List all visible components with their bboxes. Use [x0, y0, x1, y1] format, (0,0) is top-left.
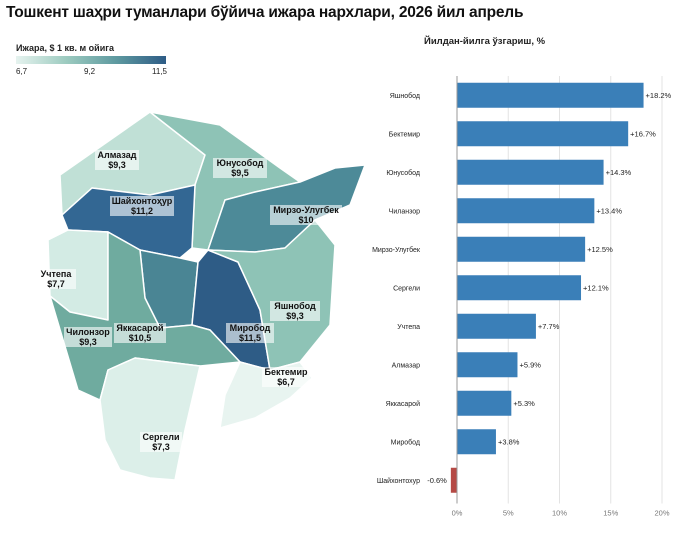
bar [457, 313, 536, 339]
x-tick-label: 15% [603, 509, 618, 518]
map-legend-gradient [16, 56, 166, 64]
label-bg-mirobod [226, 323, 274, 343]
bar [457, 352, 518, 378]
map-legend-min: 6,7 [16, 67, 28, 76]
bar [457, 82, 644, 108]
value-label: +7.7% [538, 322, 560, 331]
district-label-name: Чилонзор [66, 327, 110, 337]
district-yashnobod[interactable] [207, 219, 336, 371]
district-map: Алмазад $9,3 Юнусобод $9,5 Шайхонтоҳур $… [36, 111, 366, 481]
label-bg-shaykhontokhur [110, 196, 174, 216]
value-label: -0.6% [427, 476, 447, 485]
district-label-value: $7,7 [47, 279, 65, 289]
x-tick-label: 20% [654, 509, 669, 518]
district-label-name: Миробод [230, 323, 271, 333]
map-labels: Алмазад $9,3 Юнусобод $9,5 Шайхонтоҳур $… [36, 150, 342, 452]
bar [457, 429, 496, 455]
district-label-name: Яшнобод [274, 301, 316, 311]
value-label: +18.2% [646, 91, 672, 100]
value-label: +5.3% [513, 399, 535, 408]
map-legend-title: Ижара, $ 1 кв. м ойига [16, 43, 114, 53]
district-label-value: $11,5 [239, 333, 261, 343]
label-bg-almazar [95, 150, 139, 170]
district-label-name: Бектемир [265, 367, 308, 377]
label-bg-yunusobod [213, 158, 267, 178]
map-legend-max: 11,5 [152, 67, 167, 76]
bar [457, 236, 586, 262]
district-label-value: $6,7 [277, 377, 295, 387]
label-bg-bektemir [262, 367, 310, 387]
value-label: +16.7% [630, 129, 656, 138]
category-label: Яшнобод [390, 92, 420, 100]
value-label: +12.5% [587, 245, 613, 254]
x-tick-label: 5% [503, 509, 514, 518]
change-bar-chart: 0% 5% 10% 15% 20% Яшнобод +18.2% Бектемир +16.7%… [372, 76, 672, 518]
bar [457, 121, 629, 147]
category-label: Мирзо-Улугбек [372, 246, 421, 254]
district-label-name: Мирзо-Улугбек [273, 205, 339, 215]
bar [457, 198, 595, 224]
category-label: Сергели [393, 285, 420, 292]
chart-title: Йилдан-йилга ўзгариш, % [424, 36, 546, 47]
x-tick-label: 0% [452, 509, 463, 518]
bar [457, 275, 582, 301]
category-label: Бектемир [389, 131, 420, 138]
map-legend-mid: 9,2 [84, 67, 96, 76]
label-bg-sergeli [140, 432, 182, 452]
district-label-name: Алмазад [98, 150, 137, 160]
district-label-value: $10,5 [129, 333, 152, 343]
district-label-name: Шайхонтоҳур [112, 196, 173, 206]
district-sergeli[interactable] [99, 357, 201, 481]
district-label-name: Учтепа [41, 269, 73, 279]
district-label-name: Юнусобод [217, 158, 264, 168]
label-bg-yashnobod [270, 301, 320, 321]
district-label-value: $10 [298, 215, 313, 225]
page-title: Тошкент шаҳри туманлари бўйича ижара нар… [6, 4, 524, 21]
label-bg-chilonzor [64, 327, 112, 347]
category-label: Чиланзор [389, 208, 420, 215]
district-label-value: $7,3 [152, 442, 170, 452]
value-label: +5.9% [519, 360, 541, 369]
category-label: Миробод [391, 438, 420, 446]
category-label: Яккасарой [386, 400, 420, 408]
label-bg-yakkasaray [114, 323, 166, 343]
value-label: +14.3% [606, 168, 632, 177]
bar [457, 390, 512, 416]
district-label-value: $9,3 [108, 160, 126, 170]
bar [457, 159, 604, 185]
category-label: Алмазар [392, 362, 420, 369]
district-label-name: Сергели [142, 432, 179, 442]
value-label: +12.1% [583, 283, 609, 292]
label-bg-mirzo-ulugbek [270, 205, 342, 225]
district-label-name: Яккасарой [116, 323, 163, 333]
x-tick-label: 10% [552, 509, 567, 518]
category-label: Учтепа [397, 324, 420, 331]
bar [450, 467, 457, 493]
category-label: Шайхонтохур [377, 477, 420, 485]
category-label: Юнусобод [386, 169, 420, 177]
district-label-value: $9,5 [231, 168, 249, 178]
value-label: +13.4% [596, 206, 622, 215]
district-label-value: $11,2 [131, 206, 153, 216]
value-label: +3.8% [498, 437, 520, 446]
district-label-value: $9,3 [79, 337, 97, 347]
label-bg-uchtepa [36, 269, 76, 289]
district-label-value: $9,3 [286, 311, 304, 321]
